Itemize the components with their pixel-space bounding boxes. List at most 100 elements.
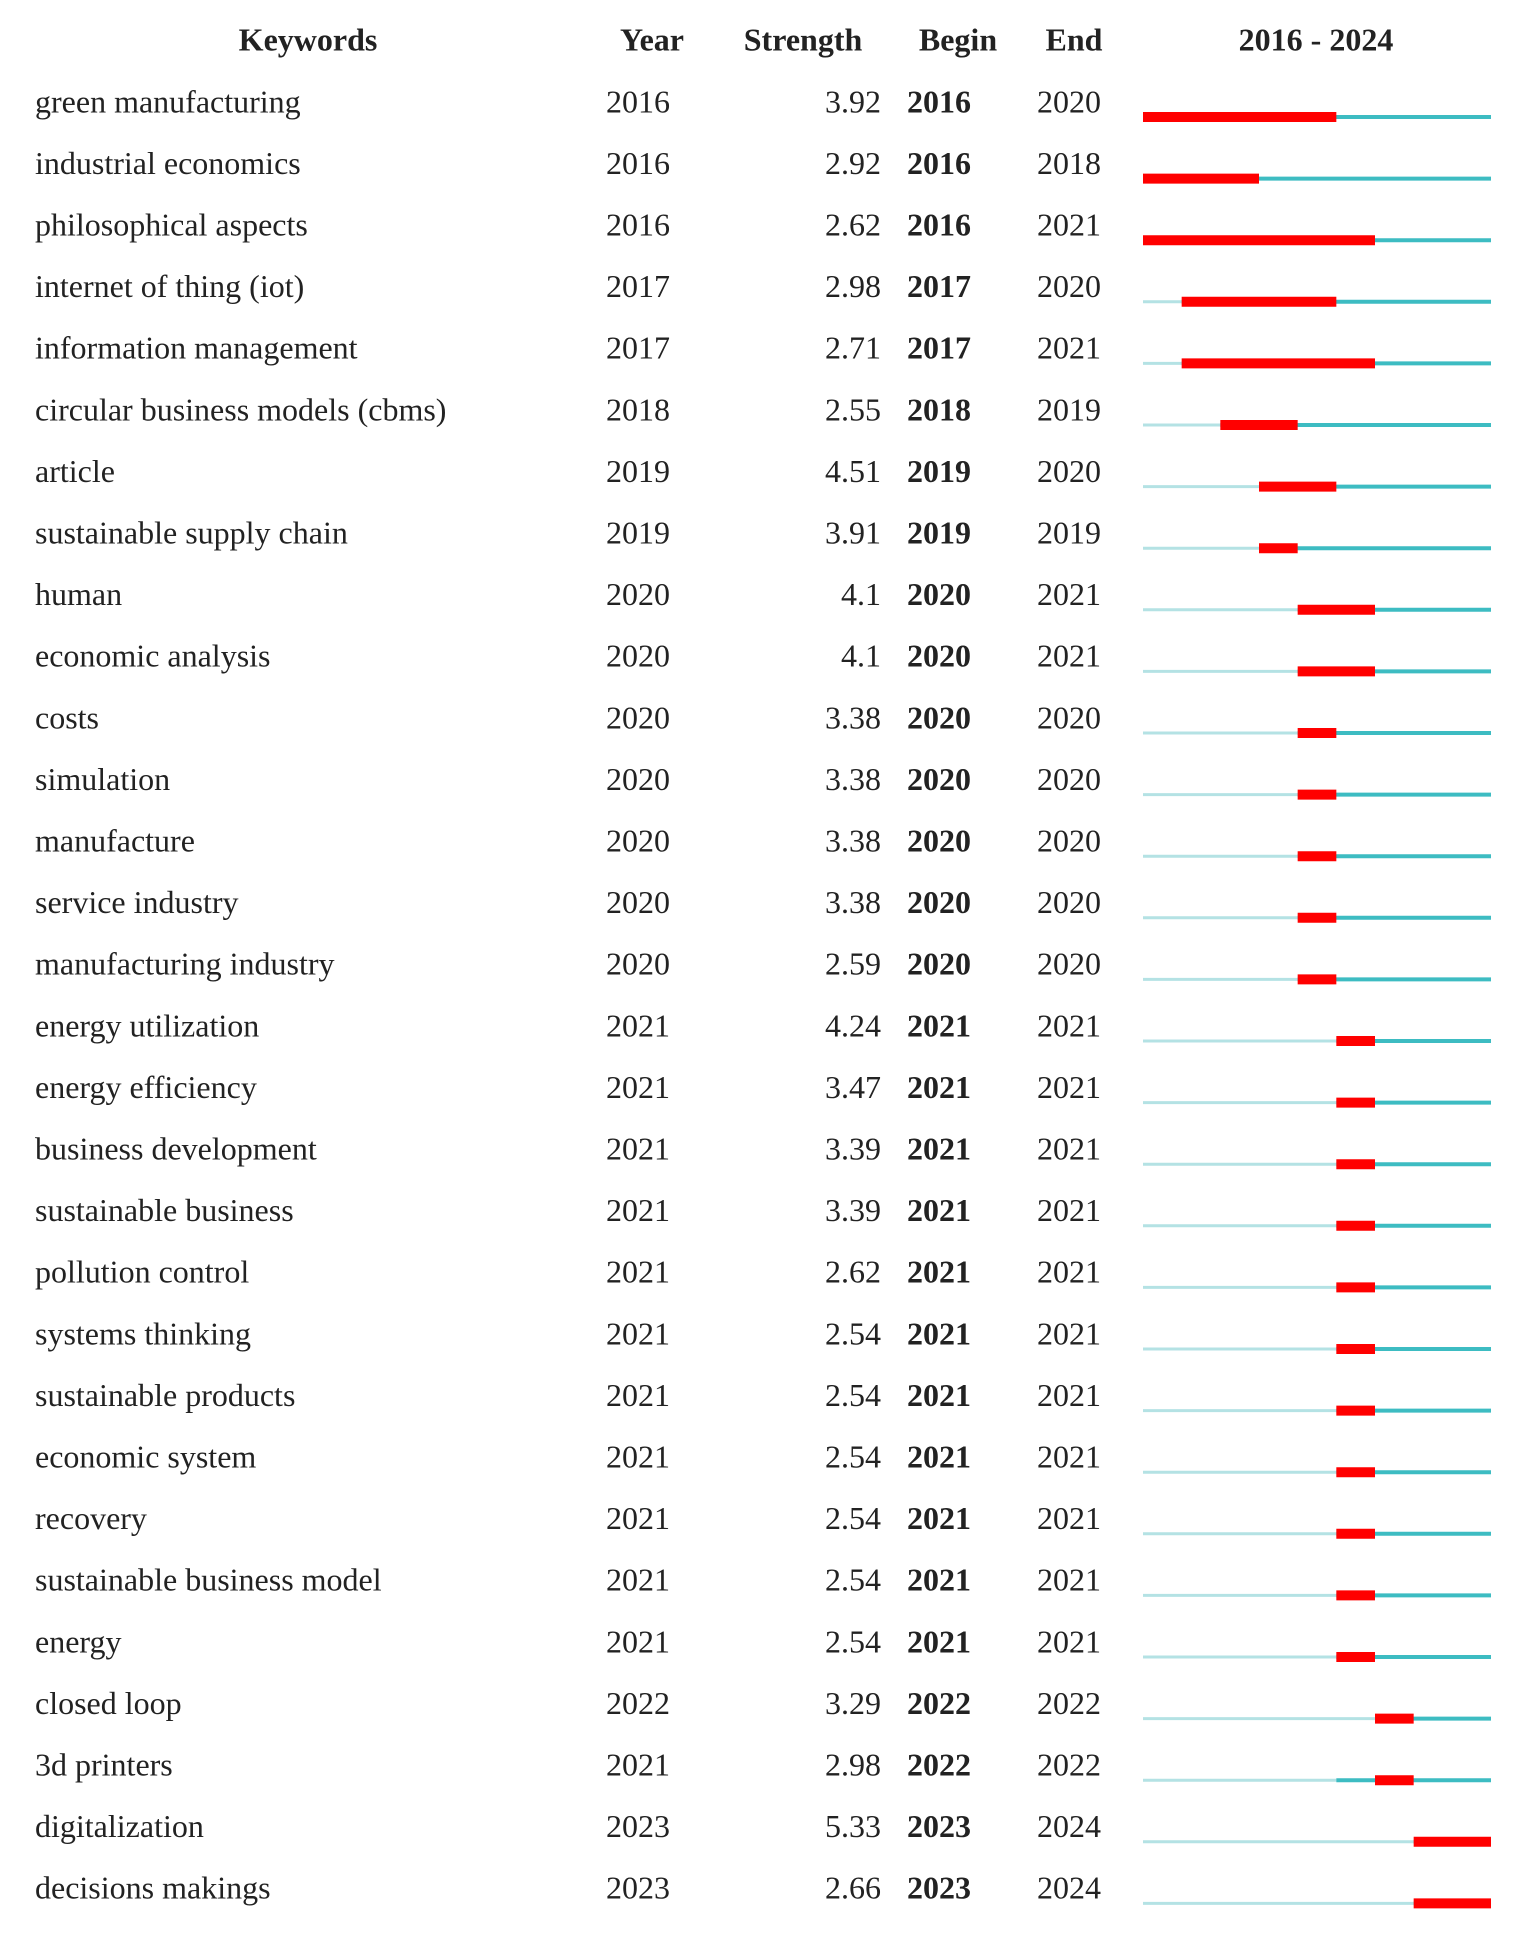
- end: 2021: [1037, 1069, 1101, 1105]
- begin: 2021: [907, 1500, 971, 1536]
- year: 2023: [606, 1870, 670, 1906]
- begin: 2021: [907, 1439, 971, 1475]
- strength: 2.54: [825, 1377, 881, 1413]
- begin: 2021: [907, 1315, 971, 1351]
- keyword: information management: [35, 330, 358, 366]
- keyword: green manufacturing: [35, 83, 301, 119]
- year: 2020: [606, 946, 670, 982]
- end: 2021: [1037, 576, 1101, 612]
- strength: 4.1: [841, 638, 881, 674]
- strength: 2.55: [825, 391, 881, 427]
- end: 2019: [1037, 515, 1101, 551]
- strength: 2.54: [825, 1562, 881, 1598]
- keyword: pollution control: [35, 1254, 249, 1290]
- keyword: manufacturing industry: [35, 946, 334, 982]
- year: 2021: [606, 1069, 670, 1105]
- keyword: manufacture: [35, 823, 195, 859]
- keyword: energy utilization: [35, 1007, 259, 1043]
- keyword: sustainable business: [35, 1192, 294, 1228]
- end: 2019: [1037, 391, 1101, 427]
- strength: 2.62: [825, 207, 881, 243]
- strength: 2.54: [825, 1439, 881, 1475]
- begin: 2020: [907, 761, 971, 797]
- year: 2021: [606, 1439, 670, 1475]
- end: 2024: [1037, 1808, 1101, 1844]
- year: 2021: [606, 1007, 670, 1043]
- begin: 2021: [907, 1069, 971, 1105]
- begin: 2019: [907, 453, 971, 489]
- begin: 2021: [907, 1377, 971, 1413]
- end: 2020: [1037, 453, 1101, 489]
- year: 2017: [606, 268, 670, 304]
- end: 2021: [1037, 1377, 1101, 1413]
- keyword: internet of thing (iot): [35, 268, 304, 304]
- strength: 3.29: [825, 1685, 881, 1721]
- begin: 2023: [907, 1808, 971, 1844]
- end: 2021: [1037, 1254, 1101, 1290]
- keyword: energy efficiency: [35, 1069, 257, 1105]
- strength: 3.39: [825, 1192, 881, 1228]
- year: 2016: [606, 145, 670, 181]
- keyword: economic system: [35, 1439, 256, 1475]
- keyword: simulation: [35, 761, 170, 797]
- keyword: 3d printers: [35, 1747, 173, 1783]
- year: 2017: [606, 330, 670, 366]
- keyword: philosophical aspects: [35, 207, 308, 243]
- keyword: energy: [35, 1623, 121, 1659]
- header-begin: Begin: [919, 21, 997, 57]
- end: 2021: [1037, 1562, 1101, 1598]
- keyword: business development: [35, 1131, 317, 1167]
- end: 2021: [1037, 1439, 1101, 1475]
- strength: 3.38: [825, 699, 881, 735]
- begin: 2016: [907, 207, 971, 243]
- year: 2021: [606, 1747, 670, 1783]
- end: 2020: [1037, 268, 1101, 304]
- begin: 2021: [907, 1562, 971, 1598]
- year: 2019: [606, 453, 670, 489]
- year: 2021: [606, 1254, 670, 1290]
- begin: 2019: [907, 515, 971, 551]
- year: 2020: [606, 823, 670, 859]
- end: 2020: [1037, 761, 1101, 797]
- end: 2021: [1037, 1623, 1101, 1659]
- end: 2020: [1037, 699, 1101, 735]
- keyword: circular business models (cbms): [35, 391, 446, 427]
- begin: 2017: [907, 268, 971, 304]
- strength: 2.59: [825, 946, 881, 982]
- begin: 2018: [907, 391, 971, 427]
- begin: 2021: [907, 1007, 971, 1043]
- year: 2021: [606, 1192, 670, 1228]
- strength: 2.66: [825, 1870, 881, 1906]
- end: 2021: [1037, 330, 1101, 366]
- strength: 3.47: [825, 1069, 881, 1105]
- strength: 4.24: [825, 1007, 881, 1043]
- header-keywords: Keywords: [239, 21, 378, 57]
- header-year: Year: [620, 21, 684, 57]
- year: 2021: [606, 1500, 670, 1536]
- strength: 4.1: [841, 576, 881, 612]
- strength: 5.33: [825, 1808, 881, 1844]
- begin: 2022: [907, 1747, 971, 1783]
- year: 2023: [606, 1808, 670, 1844]
- begin: 2021: [907, 1131, 971, 1167]
- year: 2016: [606, 83, 670, 119]
- strength: 2.54: [825, 1315, 881, 1351]
- keyword: decisions makings: [35, 1870, 271, 1906]
- begin: 2020: [907, 699, 971, 735]
- keyword: costs: [35, 699, 99, 735]
- header-end: End: [1046, 21, 1103, 57]
- begin: 2021: [907, 1192, 971, 1228]
- year: 2018: [606, 391, 670, 427]
- year: 2021: [606, 1562, 670, 1598]
- end: 2021: [1037, 1500, 1101, 1536]
- end: 2021: [1037, 1007, 1101, 1043]
- end: 2020: [1037, 884, 1101, 920]
- end: 2024: [1037, 1870, 1101, 1906]
- strength: 3.39: [825, 1131, 881, 1167]
- keyword: recovery: [35, 1500, 147, 1536]
- keyword: sustainable supply chain: [35, 515, 348, 551]
- begin: 2021: [907, 1623, 971, 1659]
- year: 2016: [606, 207, 670, 243]
